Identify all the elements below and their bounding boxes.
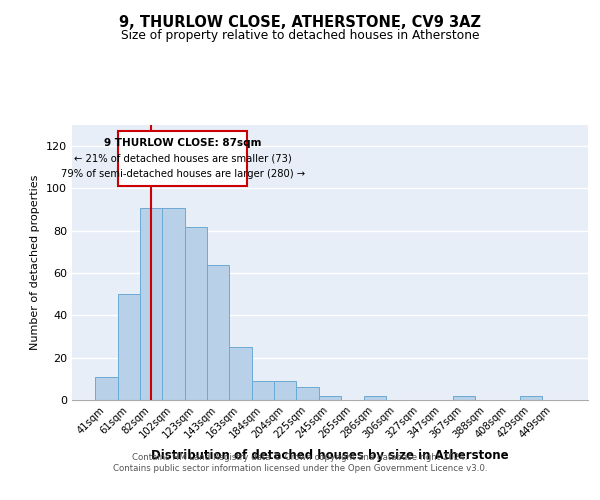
Text: ← 21% of detached houses are smaller (73): ← 21% of detached houses are smaller (73… [74, 154, 292, 164]
Bar [118, 132, 247, 186]
Bar [118, 294, 140, 400]
Bar [274, 381, 296, 400]
Bar [252, 381, 274, 400]
Bar [185, 226, 207, 400]
Text: Contains HM Land Registry data © Crown copyright and database right 2024.: Contains HM Land Registry data © Crown c… [132, 452, 468, 462]
Bar [95, 376, 118, 400]
Text: 9, THURLOW CLOSE, ATHERSTONE, CV9 3AZ: 9, THURLOW CLOSE, ATHERSTONE, CV9 3AZ [119, 15, 481, 30]
X-axis label: Distribution of detached houses by size in Atherstone: Distribution of detached houses by size … [151, 449, 509, 462]
Text: 9 THURLOW CLOSE: 87sqm: 9 THURLOW CLOSE: 87sqm [104, 138, 262, 148]
Bar [453, 396, 475, 400]
Text: 79% of semi-detached houses are larger (280) →: 79% of semi-detached houses are larger (… [61, 169, 305, 179]
Text: Size of property relative to detached houses in Atherstone: Size of property relative to detached ho… [121, 29, 479, 42]
Bar [520, 396, 542, 400]
Text: Contains public sector information licensed under the Open Government Licence v3: Contains public sector information licen… [113, 464, 487, 473]
Bar [229, 347, 252, 400]
Bar [364, 396, 386, 400]
Bar [319, 396, 341, 400]
Bar [207, 264, 229, 400]
Bar [163, 208, 185, 400]
Y-axis label: Number of detached properties: Number of detached properties [31, 175, 40, 350]
Bar [140, 208, 163, 400]
Bar [296, 388, 319, 400]
